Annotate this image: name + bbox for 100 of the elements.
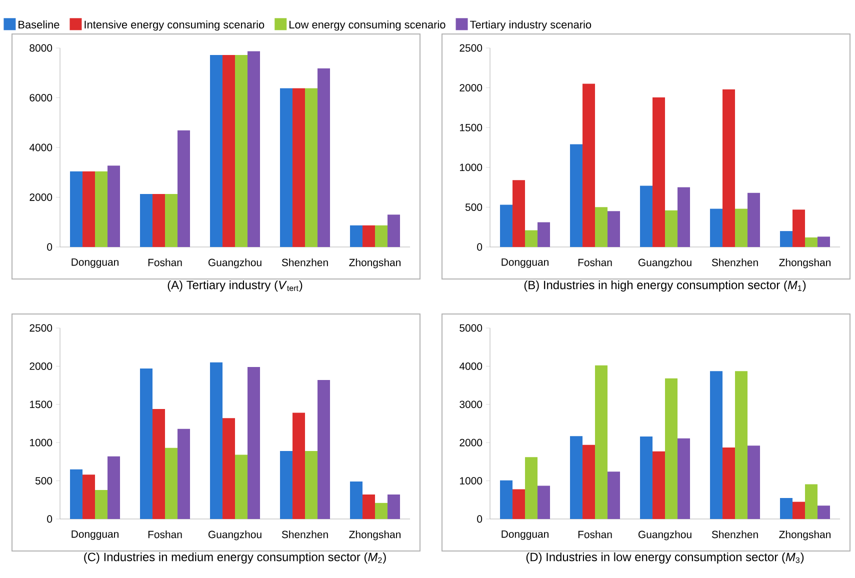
x-tick-label: Guangzhou (638, 258, 692, 268)
y-tick-label: 0 (47, 515, 52, 523)
y-tick-label: 1500 (30, 400, 52, 408)
bar (222, 418, 236, 519)
bar (665, 378, 678, 519)
x-tick-label: Dongguan (502, 530, 548, 540)
bar (710, 208, 723, 247)
bar (500, 204, 513, 247)
x-tick-label: Shenzhen (282, 258, 328, 266)
bar (678, 438, 690, 519)
text: (D) Industries in low energy consumption sector (M$_{3}$) (526, 552, 804, 564)
bar (178, 428, 190, 519)
bar (512, 180, 526, 247)
bar (222, 54, 236, 247)
bar (388, 214, 400, 247)
y-tick-label: 500 (465, 203, 482, 211)
y-tick-label: 2000 (30, 362, 52, 370)
text: (A) Tertiary industry (V$_{tert}$) (168, 280, 302, 292)
y-tick-label: 2500 (460, 44, 482, 52)
bar (152, 194, 166, 247)
bar (652, 451, 666, 519)
bar (152, 408, 166, 519)
y-tick-label: 8000 (30, 44, 52, 52)
bar (318, 380, 330, 519)
legend-label: Tertiary industry scenario (470, 20, 592, 31)
bar (735, 371, 748, 519)
bar (140, 368, 153, 519)
bar (640, 436, 653, 519)
legend-label: Baseline (18, 20, 60, 28)
bar (722, 89, 736, 247)
y-tick-label: 500 (35, 477, 52, 484)
x-tick-label: Foshan (148, 258, 182, 266)
bar (818, 236, 830, 247)
bar (512, 489, 526, 519)
y-tick-label: 1000 (30, 438, 52, 446)
bar (292, 88, 306, 247)
x-tick-label: Foshan (578, 530, 612, 538)
x-tick-label: Dongguan (72, 258, 118, 268)
bar (362, 494, 376, 519)
bar (318, 68, 330, 247)
bar (305, 88, 318, 247)
bar (818, 506, 830, 519)
x-tick-label: Shenzhen (712, 530, 758, 538)
bar (525, 230, 538, 247)
bar (70, 469, 83, 519)
bar (582, 84, 596, 247)
bar (140, 194, 153, 247)
bar (82, 171, 96, 247)
x-tick-label: Guangzhou (638, 530, 692, 540)
bar (280, 88, 293, 247)
bar (640, 186, 653, 247)
y-tick-label: 4000 (459, 362, 482, 370)
bar (665, 210, 678, 247)
bar (780, 498, 793, 519)
bar (210, 362, 223, 519)
x-tick-label: Zhongshan (779, 258, 830, 268)
text: (C) Industries in medium energy consumption sector (M$_{2}$) (84, 552, 386, 564)
bar (805, 237, 818, 247)
bar (350, 225, 363, 247)
bar (652, 97, 666, 247)
bar (538, 222, 550, 247)
bar (362, 225, 376, 247)
bar (748, 446, 760, 519)
x-tick-label: Zhongshan (779, 530, 830, 540)
bar (748, 192, 760, 247)
bar (235, 454, 248, 519)
x-tick-label: Foshan (148, 530, 182, 538)
bar (582, 444, 596, 519)
x-tick-label: Shenzhen (712, 258, 758, 266)
bar (388, 494, 400, 519)
y-tick-label: 1000 (460, 164, 482, 172)
bar (248, 366, 260, 519)
y-tick-label: 0 (477, 515, 482, 523)
bar (710, 371, 723, 519)
bar (722, 448, 736, 519)
bar (95, 490, 108, 519)
bar (70, 171, 83, 247)
bar (595, 365, 608, 519)
legend-label: Low energy consuming scenario (290, 20, 446, 31)
bar (165, 194, 178, 247)
x-tick-label: Zhongshan (349, 530, 400, 540)
bar (780, 231, 793, 247)
y-tick-label: 5000 (460, 324, 482, 332)
bar (735, 208, 748, 247)
bar (608, 211, 620, 247)
bar (805, 484, 818, 519)
bar (608, 472, 620, 519)
bar (108, 456, 120, 519)
y-tick-label: 0 (477, 243, 482, 251)
y-tick-label: 2000 (460, 438, 482, 446)
bar (375, 225, 388, 247)
bar (210, 54, 223, 247)
bar (678, 187, 690, 247)
bar (570, 144, 583, 247)
bar (95, 171, 108, 247)
x-tick-label: Foshan (578, 258, 612, 266)
y-tick-label: 2000 (460, 84, 482, 92)
bar (178, 130, 190, 247)
bar (235, 54, 248, 247)
y-tick-label: 3000 (460, 400, 482, 408)
